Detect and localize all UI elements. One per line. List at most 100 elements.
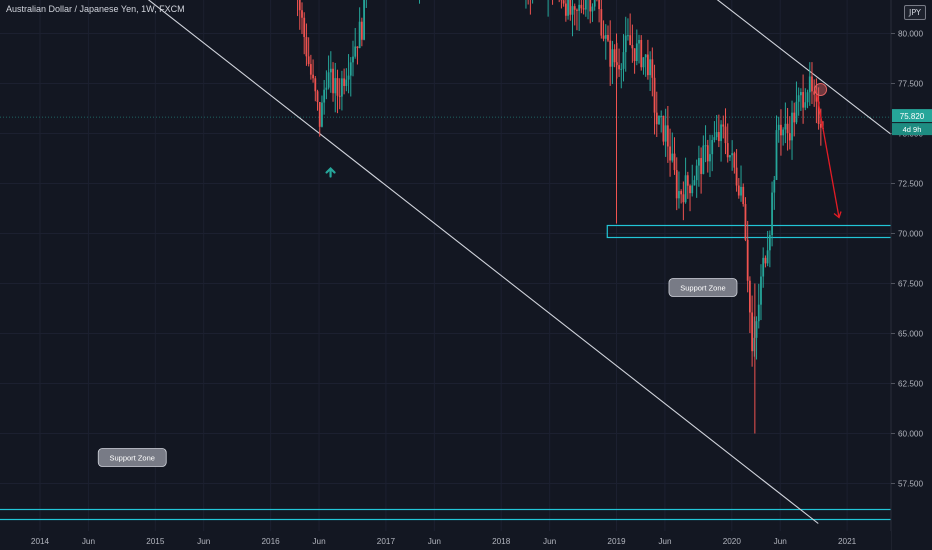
candle-body [653,77,656,113]
candle-body [649,59,652,76]
price-axis[interactable]: 57.500 60.000 62.500 65.000 67.500 70.000 72.5… [891,0,928,489]
candle-body [571,6,574,15]
candle-body [697,158,700,166]
candle-body [766,250,769,264]
candle-body [321,102,323,127]
candle-body [748,280,751,313]
candle-body [307,56,310,65]
y-tick-label: 77.500 [898,80,923,89]
descending-channel[interactable] [69,0,932,524]
candle-body [582,8,585,10]
time-axis[interactable]: 2014 Jun 2015 Jun 2016 Jun 2017 Jun 2018 Jun 2019 J… [31,537,857,546]
candle-body [819,123,822,128]
countdown-tag [892,123,932,136]
last-price-tag [892,109,932,123]
highlight-circle [814,83,828,96]
channel-line [147,0,819,524]
candle-body [354,46,357,57]
candle-body [618,65,620,70]
candle-body [733,153,736,168]
candle-body [806,92,809,103]
candle-body [740,186,742,196]
candle-body [358,21,361,49]
candle-body [576,9,578,11]
candle-body [678,191,680,199]
currency-badge[interactable]: JPY [904,5,926,20]
y-tick-label: 65.000 [898,330,923,339]
candle-body [675,170,678,199]
candle-body [336,78,339,96]
candle-body [746,239,749,281]
candle-body [627,35,629,37]
signal-marks [325,83,842,219]
candle-body [312,74,314,79]
candle-body [309,64,312,75]
candle-body [334,78,337,94]
candle-body [771,192,773,236]
candle-body [352,56,354,63]
candle-body [713,137,716,141]
candle-body [349,62,352,76]
candle-body [773,179,776,193]
candle-body [629,35,632,46]
candle-body [742,186,745,205]
candle-body [717,132,720,142]
candle-body [731,153,734,156]
candle-body [811,76,813,92]
channel-line [716,0,932,167]
candle-body [609,40,612,67]
candle-body [642,57,645,68]
candle-body [660,115,663,117]
y-tick-label: 57.500 [898,480,923,489]
candle-body [567,0,569,16]
price-axis-background [891,0,932,550]
candle-body [691,185,694,194]
candle-body [301,10,303,18]
candle-body [817,101,820,124]
candle-body [318,101,321,127]
candle-body [360,21,363,40]
x-tick-label: 2016 [261,537,280,546]
candle-body [711,140,714,155]
candle-body [341,78,343,97]
x-tick-label: Jun [428,537,442,546]
candle-body [624,35,627,53]
candle-body [700,158,703,174]
candle-body [305,37,308,57]
candle-body [751,312,754,352]
last-price-label: 75.820 4d 9h [892,109,932,136]
candle-body [578,4,581,11]
projection-arrowhead-icon [833,211,842,219]
annotation-callout: Support Zone [668,278,738,297]
candle-body [584,0,587,10]
x-tick-label: 2014 [31,537,50,546]
candle-body [345,79,348,86]
candle-body [684,175,687,203]
candle-body [715,132,718,138]
candle-body [593,0,596,7]
candle-body [569,0,572,15]
candle-body [799,92,802,96]
candle-body [651,59,654,78]
callout-text: Support Zone [680,284,725,293]
candle-body [669,146,671,161]
candle-body [662,115,665,142]
x-tick-label: 2021 [838,537,857,546]
candle-body [777,124,780,131]
candle-body [673,153,676,171]
candle-body [664,125,667,142]
y-tick-label: 72.500 [898,180,923,189]
candle-body [729,155,731,158]
candle-body [658,115,660,125]
candle-body [638,39,640,44]
candle-body [671,153,674,161]
time-axis-background [0,531,891,550]
annotation-labels: Descending ChannelResistance ZoneSupport… [97,278,738,467]
x-tick-label: Jun [197,537,211,546]
candle-body [735,167,738,186]
candle-body [682,194,685,203]
x-tick-label: 2017 [377,537,396,546]
y-tick-label: 70.000 [898,230,923,239]
candle-body [693,180,696,186]
